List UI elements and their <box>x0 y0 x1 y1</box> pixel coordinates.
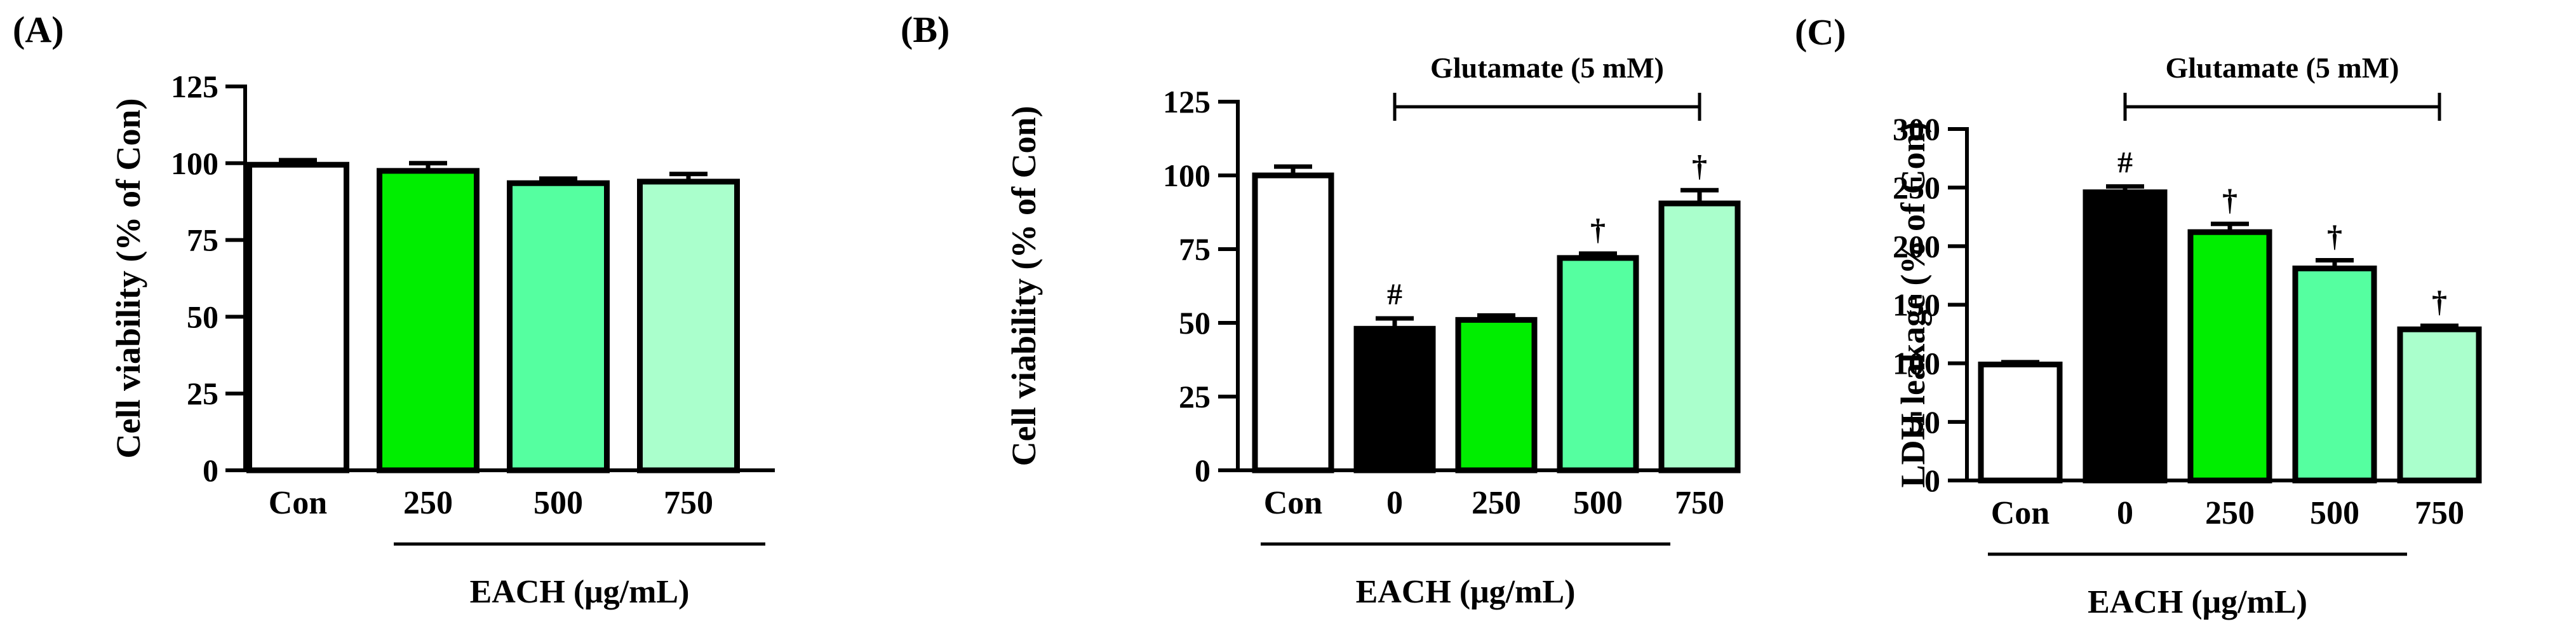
y-tick-label: 125 <box>1163 84 1211 119</box>
y-tick-label: 100 <box>171 146 218 181</box>
y-tick-label: 150 <box>1893 287 1940 323</box>
group-label: EACH (μg/mL) <box>2088 584 2307 620</box>
panel-label: (A) <box>13 9 64 50</box>
error-bar <box>409 161 447 171</box>
y-tick-label: 125 <box>171 69 218 104</box>
bar <box>1658 200 1741 473</box>
glutamate-bracket <box>2123 93 2441 121</box>
error-bar <box>2316 257 2354 269</box>
y-tick-label: 0 <box>203 453 218 488</box>
bar <box>1252 172 1334 473</box>
panel-b: (B) Cell viability (% of Con) 0 25 50 75 100 12… <box>901 9 1741 610</box>
significance-marker: † <box>1590 213 1606 247</box>
bar <box>377 168 480 473</box>
x-tick-label: 500 <box>2310 495 2359 531</box>
error-bar <box>279 158 317 165</box>
bar <box>2292 265 2377 484</box>
bar <box>2187 229 2272 484</box>
error-bar <box>669 172 708 182</box>
y-tick-label: 50 <box>187 299 218 334</box>
bracket-label: Glutamate (5 mM) <box>1430 51 1664 84</box>
significance-marker: # <box>2117 146 2133 179</box>
bar <box>246 161 349 473</box>
bar <box>637 179 740 473</box>
x-tick-label: 750 <box>664 485 713 521</box>
x-tick-label: 750 <box>1675 485 1724 521</box>
panel-label: (C) <box>1795 11 1846 53</box>
y-tick-label: 75 <box>187 222 218 258</box>
x-tick-label: 250 <box>403 485 453 521</box>
x-tick-label: Con <box>1991 495 2050 531</box>
x-tick-label: 0 <box>2117 495 2133 531</box>
group-label: EACH (μg/mL) <box>1356 574 1576 610</box>
bar <box>1353 325 1436 473</box>
x-tick-label: 250 <box>1472 485 1521 521</box>
significance-marker: † <box>2222 183 2237 217</box>
x-tick-label: 750 <box>2415 495 2464 531</box>
y-tick-label: 300 <box>1893 111 1940 147</box>
y-axis-title: Cell viability (% of Con) <box>1005 106 1043 466</box>
bracket-label: Glutamate (5 mM) <box>2166 51 2399 84</box>
y-tick-label: 100 <box>1893 346 1940 381</box>
error-bar <box>1680 187 1719 204</box>
x-tick-label: 0 <box>1386 485 1403 521</box>
y-tick-label: 0 <box>1195 453 1211 488</box>
panel-c: (C)LDH leakage (% of Con)050100150200250… <box>1795 11 2482 620</box>
significance-marker: † <box>2327 219 2342 253</box>
x-tick-label: 250 <box>2205 495 2255 531</box>
panel-a: (A) Cell viability (% of Con) 0 25 50 75 100 12… <box>13 9 775 610</box>
bar <box>507 180 610 473</box>
y-tick-label: 50 <box>1909 404 1940 440</box>
bar <box>2397 326 2482 484</box>
significance-marker: # <box>1387 278 1402 311</box>
error-bar <box>2211 221 2249 233</box>
bar <box>1557 255 1639 473</box>
error-bar <box>2106 184 2144 193</box>
significance-marker: † <box>1692 149 1707 183</box>
bar <box>2083 189 2168 484</box>
y-tick-label: 75 <box>1179 231 1211 267</box>
group-label: EACH (μg/mL) <box>470 574 690 610</box>
error-bar <box>1274 164 1312 175</box>
y-axis-title: LDH leakage (% of Con) <box>1894 122 1932 488</box>
error-bar <box>2420 323 2459 330</box>
error-bar <box>539 176 577 184</box>
error-bar <box>2001 360 2039 365</box>
glutamate-bracket <box>1393 93 1701 121</box>
y-tick-label: 0 <box>1924 463 1940 498</box>
y-axis-title: Cell viability (% of Con) <box>109 99 147 459</box>
y-tick-label: 25 <box>1179 379 1211 414</box>
y-tick-label: 200 <box>1893 228 1940 264</box>
error-bar <box>1477 313 1515 320</box>
y-tick-label: 50 <box>1179 305 1211 341</box>
bar <box>1978 362 2063 484</box>
error-bar <box>1376 316 1414 329</box>
y-tick-label: 100 <box>1163 158 1211 193</box>
bar <box>1455 316 1538 473</box>
significance-marker: † <box>2432 285 2447 319</box>
y-tick-label: 250 <box>1893 170 1940 205</box>
x-tick-label: Con <box>269 485 328 521</box>
x-tick-label: 500 <box>533 485 583 521</box>
x-tick-label: Con <box>1264 485 1323 521</box>
y-tick-label: 25 <box>187 376 218 411</box>
panel-label: (B) <box>901 9 949 50</box>
error-bar <box>1579 251 1617 258</box>
x-tick-label: 500 <box>1573 485 1623 521</box>
